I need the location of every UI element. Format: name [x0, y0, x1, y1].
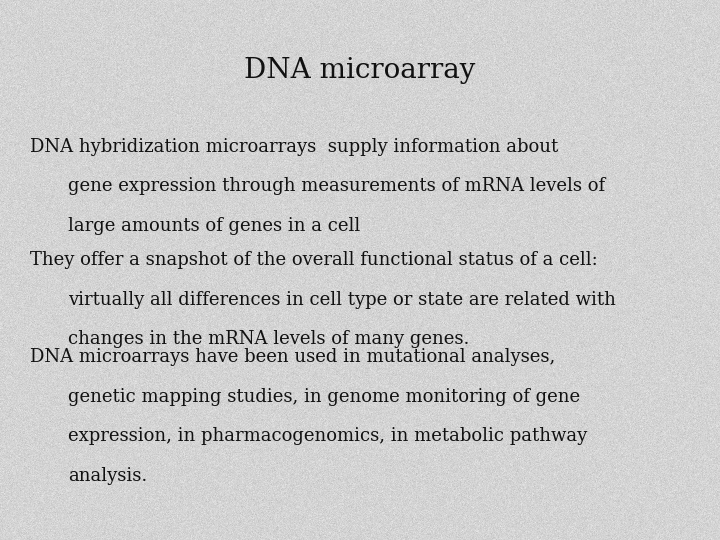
Text: changes in the mRNA levels of many genes.: changes in the mRNA levels of many genes… [68, 330, 469, 348]
Text: gene expression through measurements of mRNA levels of: gene expression through measurements of … [68, 177, 606, 195]
Text: genetic mapping studies, in genome monitoring of gene: genetic mapping studies, in genome monit… [68, 388, 580, 406]
Text: virtually all differences in cell type or state are related with: virtually all differences in cell type o… [68, 291, 616, 308]
Text: DNA hybridization microarrays  supply information about: DNA hybridization microarrays supply inf… [30, 138, 559, 156]
Text: expression, in pharmacogenomics, in metabolic pathway: expression, in pharmacogenomics, in meta… [68, 427, 588, 445]
Text: large amounts of genes in a cell: large amounts of genes in a cell [68, 217, 361, 234]
Text: analysis.: analysis. [68, 467, 148, 484]
Text: DNA microarray: DNA microarray [244, 57, 476, 84]
Text: They offer a snapshot of the overall functional status of a cell:: They offer a snapshot of the overall fun… [30, 251, 598, 269]
Text: DNA microarrays have been used in mutational analyses,: DNA microarrays have been used in mutati… [30, 348, 556, 366]
